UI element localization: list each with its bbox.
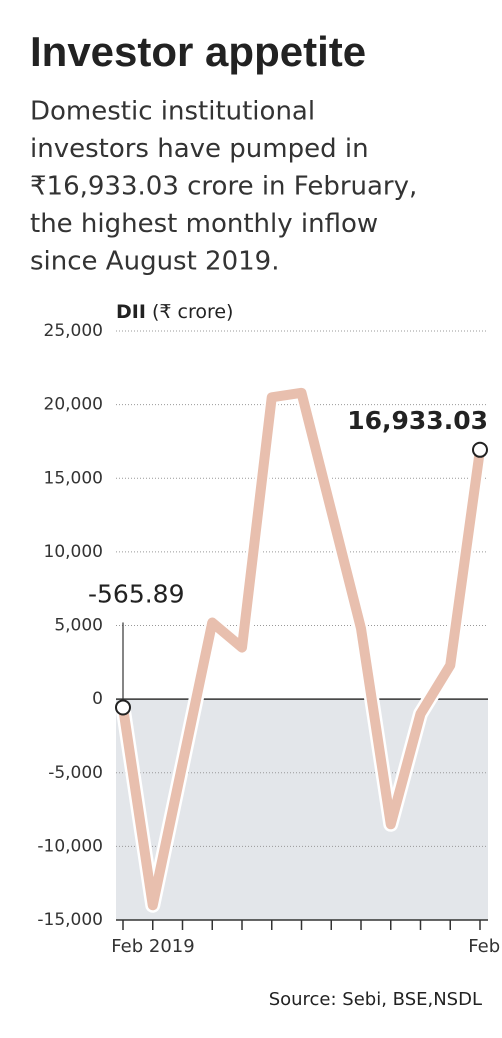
x-tick-label: Feb 2020 xyxy=(468,936,502,957)
y-tick-label: -5,000 xyxy=(48,763,103,783)
y-tick-label: 10,000 xyxy=(44,542,103,562)
y-tick-label: -15,000 xyxy=(37,910,103,930)
y-tick-label: 20,000 xyxy=(44,395,103,415)
subtitle: the highest monthly inflow xyxy=(30,209,378,239)
subtitle: Domestic institutional xyxy=(30,97,315,127)
subtitle: since August 2019. xyxy=(30,247,280,277)
marker xyxy=(115,699,131,716)
subtitle: ₹16,933.03 crore in February, xyxy=(30,172,417,202)
marker xyxy=(472,441,488,458)
chart-title: Investor appetite xyxy=(30,28,366,75)
x-tick-label: Feb 2019 xyxy=(111,936,194,957)
line xyxy=(118,387,485,911)
source: Source: Sebi, BSE,NSDL xyxy=(269,989,482,1010)
y-tick-label: -10,000 xyxy=(37,836,103,856)
y-axis-label: DII (₹ crore) xyxy=(116,301,233,323)
y-tick-label: 25,000 xyxy=(44,321,103,341)
subtitle: investors have pumped in xyxy=(30,134,369,164)
y-unit: (₹ crore) xyxy=(152,301,234,323)
value-label: 16,933.03 xyxy=(347,406,488,435)
value-label: -565.89 xyxy=(88,579,185,608)
y-label: DII xyxy=(116,301,146,323)
y-tick-label: 5,000 xyxy=(54,616,103,636)
y-tick-label: 0 xyxy=(92,689,103,709)
y-tick-label: 15,000 xyxy=(44,468,103,488)
